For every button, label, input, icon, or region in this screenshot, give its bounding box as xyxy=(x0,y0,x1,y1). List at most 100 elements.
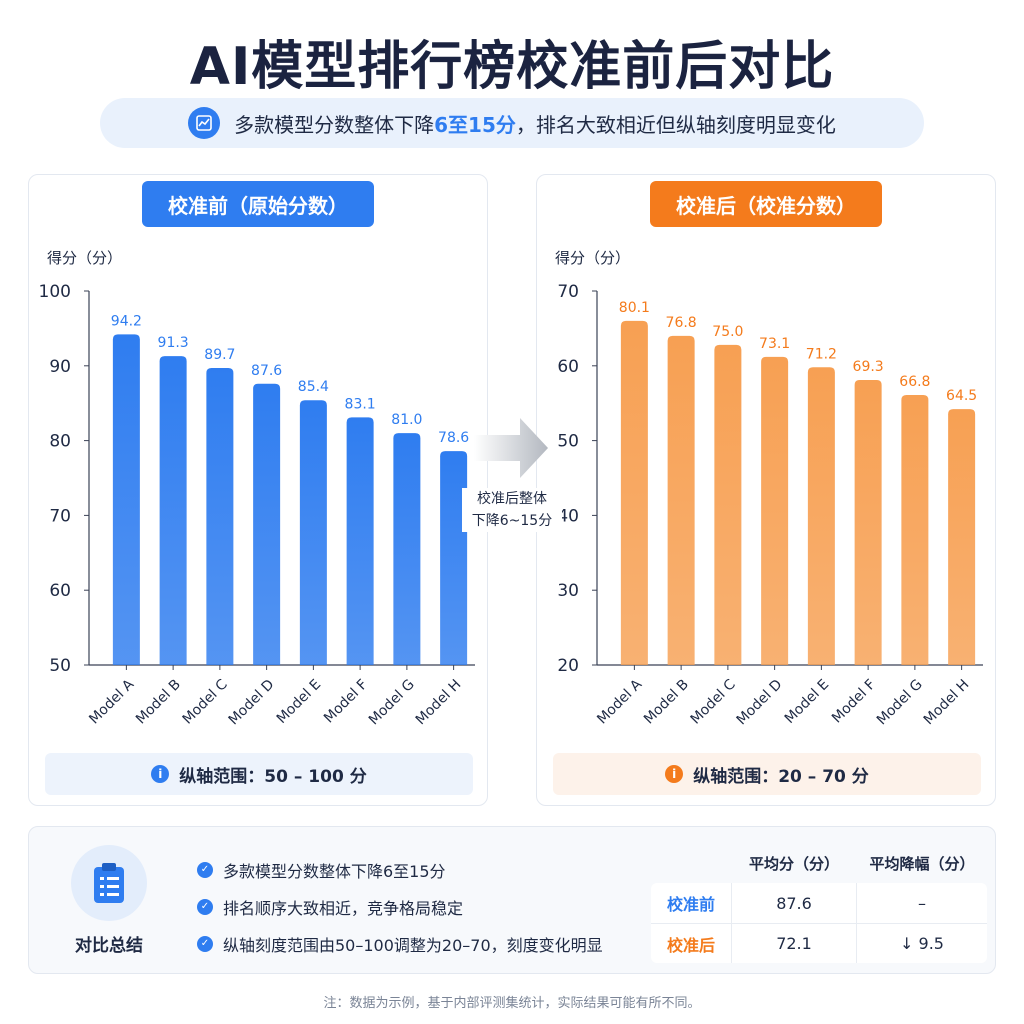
page-title: AI模型排行榜校准前后对比 xyxy=(189,37,835,97)
data-label: 78.6 xyxy=(438,430,469,446)
y-tick-label: 100 xyxy=(39,282,71,302)
bar xyxy=(346,417,374,665)
bar xyxy=(440,451,468,665)
data-label: 75.0 xyxy=(712,324,743,340)
bar xyxy=(299,400,327,665)
row-drop-before: – xyxy=(918,893,926,913)
data-label: 87.6 xyxy=(251,363,282,379)
y-axis-label: 得分（分） xyxy=(47,249,122,267)
summary-table: 平均分（分） 平均降幅（分） 校准前 87.6 – 校准后 72.1 ↓ 9.5 xyxy=(651,843,987,963)
y-tick-label: 40 xyxy=(557,506,579,526)
data-label: 91.3 xyxy=(158,335,189,351)
table-row: 校准后 72.1 ↓ 9.5 xyxy=(651,923,987,963)
header-avg: 平均分（分） xyxy=(748,854,839,873)
x-tick-label: Model D xyxy=(226,677,278,729)
list-item: ✓ 多款模型分数整体下降6至15分 xyxy=(197,851,603,888)
bar-chart-before: 得分（分） 50 60 70 80 90 100 94.2 Model A 91.3 Model B… xyxy=(39,249,475,729)
y-tick-label: 20 xyxy=(557,656,579,676)
row-drop-after: ↓ 9.5 xyxy=(900,934,944,953)
footnote: 注：数据为示例，基于内部评测集统计，实际结果可能有所不同。 xyxy=(323,996,701,1011)
bar xyxy=(948,409,976,665)
row-label-after: 校准后 xyxy=(666,935,715,955)
row-avg-before: 87.6 xyxy=(731,883,857,923)
bar xyxy=(714,344,742,665)
table-body: 校准前 87.6 – 校准后 72.1 ↓ 9.5 xyxy=(651,883,987,963)
y-tick-label: 30 xyxy=(557,581,579,601)
clipboard-icon xyxy=(71,845,147,921)
info-icon: i xyxy=(665,765,684,783)
chart-title-before: 校准前（原始分数） xyxy=(142,181,374,227)
data-label: 80.1 xyxy=(619,300,650,316)
y-tick-label: 50 xyxy=(49,656,71,676)
table-header: 平均分（分） 平均降幅（分） xyxy=(651,843,987,883)
list-item: ✓ 排名顺序大致相近，竞争格局稳定 xyxy=(197,888,603,925)
axis-range-note-before: i 纵轴范围：50 – 100 分 xyxy=(45,753,473,795)
bar xyxy=(112,334,140,665)
summary-card: 对比总结 ✓ 多款模型分数整体下降6至15分 ✓ 排名顺序大致相近，竞争格局稳定… xyxy=(28,826,996,974)
data-label: 73.1 xyxy=(759,336,790,352)
chart-title-after: 校准后（校准分数） xyxy=(650,181,882,227)
data-label: 76.8 xyxy=(666,315,697,331)
x-tick-label: Model C xyxy=(180,676,231,727)
data-label: 66.8 xyxy=(899,374,930,390)
bar xyxy=(393,433,421,665)
row-label-before: 校准前 xyxy=(666,895,715,914)
x-tick-label: Model D xyxy=(734,677,786,729)
y-tick-label: 60 xyxy=(557,357,579,377)
y-tick-label: 80 xyxy=(49,432,71,452)
x-tick-label: Model F xyxy=(321,677,371,727)
table-row: 校准前 87.6 – xyxy=(651,883,987,923)
y-axis-label: 得分（分） xyxy=(555,249,630,267)
bar xyxy=(807,367,835,665)
summary-title: 对比总结 xyxy=(75,936,143,956)
data-label: 71.2 xyxy=(806,346,837,362)
info-icon: i xyxy=(151,765,170,783)
row-avg-after: 72.1 xyxy=(731,924,857,963)
x-tick-label: Model E xyxy=(782,677,832,727)
x-tick-label: Model G xyxy=(874,677,926,729)
y-tick-label: 90 xyxy=(49,357,71,377)
bar xyxy=(854,380,882,665)
x-tick-label: Model F xyxy=(829,677,879,727)
summary-list: ✓ 多款模型分数整体下降6至15分 ✓ 排名顺序大致相近，竞争格局稳定 ✓ 纵轴… xyxy=(197,851,603,962)
data-label: 81.0 xyxy=(391,412,422,428)
check-icon: ✓ xyxy=(197,935,213,952)
bar xyxy=(206,368,234,665)
subtitle-banner: 多款模型分数整体下降6至15分，排名大致相近但纵轴刻度明显变化 xyxy=(100,98,924,148)
x-tick-label: Model G xyxy=(366,677,418,729)
bar xyxy=(253,383,281,665)
x-tick-label: Model H xyxy=(921,677,973,729)
data-label: 64.5 xyxy=(946,388,977,404)
x-tick-label: Model B xyxy=(641,677,692,728)
y-tick-label: 70 xyxy=(557,282,579,302)
bar xyxy=(761,356,789,665)
data-label: 69.3 xyxy=(853,359,884,375)
chart-panel-after: 校准后（校准分数） 得分（分） 20 30 40 50 60 70 80.1 Model A 76… xyxy=(536,174,996,806)
arrow-note: 校准后整体 下降6~15分 xyxy=(462,488,562,532)
bar xyxy=(620,320,648,665)
arrow-right-icon xyxy=(468,410,558,490)
chart-panel-before: 校准前（原始分数） 得分（分） 50 60 70 80 90 100 94.2 Model A 9… xyxy=(28,174,488,806)
list-item: ✓ 纵轴刻度范围由50–100调整为20–70，刻度变化明显 xyxy=(197,925,603,962)
data-label: 89.7 xyxy=(204,347,235,363)
x-tick-label: Model H xyxy=(413,677,465,729)
x-tick-label: Model A xyxy=(86,676,137,727)
axis-range-note-after: i 纵轴范围：20 – 70 分 xyxy=(553,753,981,795)
trend-chart-icon xyxy=(188,107,221,139)
subtitle-text: 多款模型分数整体下降6至15分，排名大致相近但纵轴刻度明显变化 xyxy=(234,112,836,137)
x-tick-label: Model B xyxy=(133,677,184,728)
check-icon: ✓ xyxy=(197,898,213,915)
bar-chart-after: 得分（分） 20 30 40 50 60 70 80.1 Model A 76.8 Model B 7… xyxy=(555,249,983,729)
bar xyxy=(159,356,187,665)
y-tick-label: 50 xyxy=(557,432,579,452)
data-label: 83.1 xyxy=(345,396,376,412)
bar xyxy=(901,394,929,665)
data-label: 94.2 xyxy=(111,313,142,329)
header-drop: 平均降幅（分） xyxy=(869,854,975,873)
y-tick-label: 70 xyxy=(49,506,71,526)
x-tick-label: Model C xyxy=(688,676,739,727)
bar xyxy=(667,335,695,665)
data-label: 85.4 xyxy=(298,379,329,395)
x-tick-label: Model A xyxy=(594,676,645,727)
x-tick-label: Model E xyxy=(274,677,324,727)
